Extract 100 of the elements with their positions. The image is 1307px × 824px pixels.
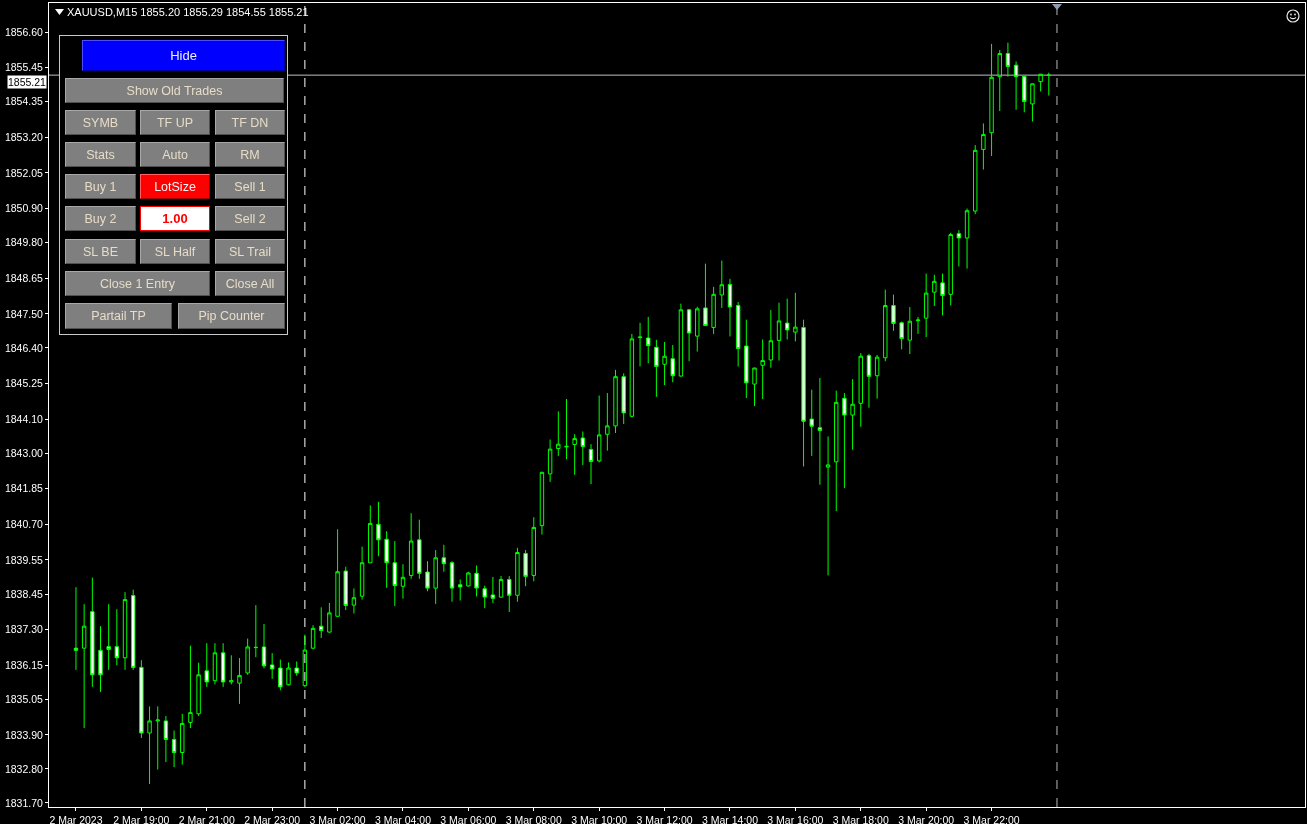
x-tick-label: 3 Mar 02:00 bbox=[309, 813, 366, 824]
candlestick bbox=[392, 540, 398, 607]
button[interactable]: SL Trail bbox=[215, 239, 285, 264]
candlestick bbox=[981, 122, 986, 171]
x-tick-label: 3 Mar 16:00 bbox=[767, 813, 824, 824]
button[interactable]: Sell 2 bbox=[215, 206, 285, 231]
candlestick bbox=[294, 660, 299, 677]
candlestick bbox=[703, 263, 708, 327]
button[interactable]: SL Half bbox=[140, 239, 210, 264]
candlestick bbox=[425, 560, 430, 592]
y-tick-label: 1846.40 bbox=[4, 341, 44, 354]
y-tick-label: 1839.55 bbox=[4, 553, 44, 566]
candlestick bbox=[891, 294, 896, 332]
candlestick bbox=[752, 367, 757, 407]
candlestick bbox=[850, 378, 855, 451]
candlestick bbox=[678, 303, 684, 378]
candlestick bbox=[1005, 42, 1011, 78]
candlestick bbox=[319, 606, 324, 639]
button[interactable]: Pip Counter bbox=[178, 303, 285, 329]
candlestick bbox=[441, 544, 447, 573]
candlestick bbox=[1030, 83, 1035, 123]
candlestick bbox=[670, 344, 675, 383]
candlestick bbox=[343, 566, 348, 611]
candlestick bbox=[629, 333, 635, 418]
candlestick bbox=[229, 654, 234, 685]
x-tick-label: 3 Mar 14:00 bbox=[701, 813, 759, 824]
candlestick bbox=[245, 638, 250, 676]
candlestick bbox=[261, 623, 267, 669]
candlestick bbox=[596, 395, 602, 463]
y-tick-label: 1852.05 bbox=[4, 166, 44, 179]
candlestick bbox=[588, 443, 594, 485]
y-tick-label: 1848.65 bbox=[4, 271, 44, 284]
candlestick bbox=[784, 298, 790, 341]
y-tick-label: 1838.45 bbox=[4, 587, 44, 600]
candlestick bbox=[81, 603, 87, 729]
candlestick bbox=[744, 319, 749, 399]
button[interactable]: SL BE bbox=[65, 239, 136, 264]
candlestick bbox=[196, 662, 201, 717]
candlestick bbox=[171, 730, 177, 768]
candlestick bbox=[408, 512, 414, 580]
y-tick-label: 1840.70 bbox=[4, 518, 44, 531]
y-tick-label: 1850.90 bbox=[4, 202, 44, 215]
candlestick bbox=[686, 308, 692, 362]
candlestick bbox=[155, 705, 160, 771]
button[interactable]: Stats bbox=[65, 142, 136, 167]
text-field[interactable]: 1.00 bbox=[140, 206, 210, 231]
x-tick-label: 3 Mar 12:00 bbox=[636, 813, 693, 824]
candlestick bbox=[376, 501, 381, 557]
x-tick-label: 3 Mar 22:00 bbox=[963, 813, 1020, 824]
x-tick-label: 2 Mar 23:00 bbox=[244, 813, 301, 824]
candlestick bbox=[760, 339, 765, 400]
button[interactable]: Auto bbox=[140, 142, 210, 167]
candlestick bbox=[220, 642, 226, 688]
button[interactable]: Hide bbox=[82, 40, 285, 71]
x-tick-label: 2 Mar 21:00 bbox=[178, 813, 235, 824]
candlestick bbox=[237, 657, 242, 705]
button[interactable]: Show Old Trades bbox=[65, 78, 284, 103]
candlestick bbox=[719, 260, 725, 309]
candlestick bbox=[817, 377, 823, 486]
button[interactable]: LotSize bbox=[140, 174, 210, 199]
candlestick bbox=[1013, 61, 1019, 111]
candlestick bbox=[417, 519, 422, 580]
candlestick bbox=[490, 576, 496, 604]
candlestick bbox=[515, 547, 520, 603]
button[interactable]: TF UP bbox=[140, 110, 210, 135]
candlestick bbox=[359, 546, 365, 601]
y-tick-label: 1856.60 bbox=[4, 25, 44, 38]
button[interactable]: Close All bbox=[215, 271, 285, 296]
candlestick bbox=[539, 471, 545, 536]
candlestick bbox=[384, 530, 389, 589]
button[interactable]: Sell 1 bbox=[215, 174, 285, 199]
candlestick bbox=[858, 352, 863, 428]
candlestick bbox=[466, 571, 471, 588]
candlestick bbox=[662, 341, 667, 386]
candlestick bbox=[90, 577, 95, 688]
button[interactable]: TF DN bbox=[215, 110, 285, 135]
y-tick-label: 1841.85 bbox=[4, 482, 44, 495]
x-tick-label: 3 Mar 18:00 bbox=[832, 813, 889, 824]
candlestick bbox=[801, 319, 806, 467]
candlestick bbox=[523, 549, 528, 587]
button[interactable]: Partail TP bbox=[65, 303, 172, 329]
candlestick bbox=[956, 229, 962, 267]
button[interactable]: SYMB bbox=[65, 110, 136, 135]
candlestick bbox=[474, 565, 479, 597]
candlestick bbox=[1038, 73, 1043, 93]
y-tick-label: 1831.70 bbox=[4, 796, 44, 809]
button[interactable]: RM bbox=[215, 142, 285, 167]
candlestick bbox=[899, 321, 904, 350]
y-tick-label: 1845.25 bbox=[4, 377, 44, 390]
candlestick bbox=[621, 372, 626, 425]
candlestick bbox=[547, 439, 553, 483]
candlestick bbox=[907, 306, 913, 355]
button[interactable]: Buy 1 bbox=[65, 174, 136, 199]
y-tick-label: 1849.80 bbox=[4, 236, 44, 249]
button[interactable]: Buy 2 bbox=[65, 206, 136, 231]
candlestick bbox=[572, 433, 577, 476]
candlestick bbox=[449, 560, 455, 603]
candlestick bbox=[727, 278, 733, 337]
candlestick bbox=[351, 587, 357, 615]
button[interactable]: Close 1 Entry bbox=[65, 271, 210, 296]
